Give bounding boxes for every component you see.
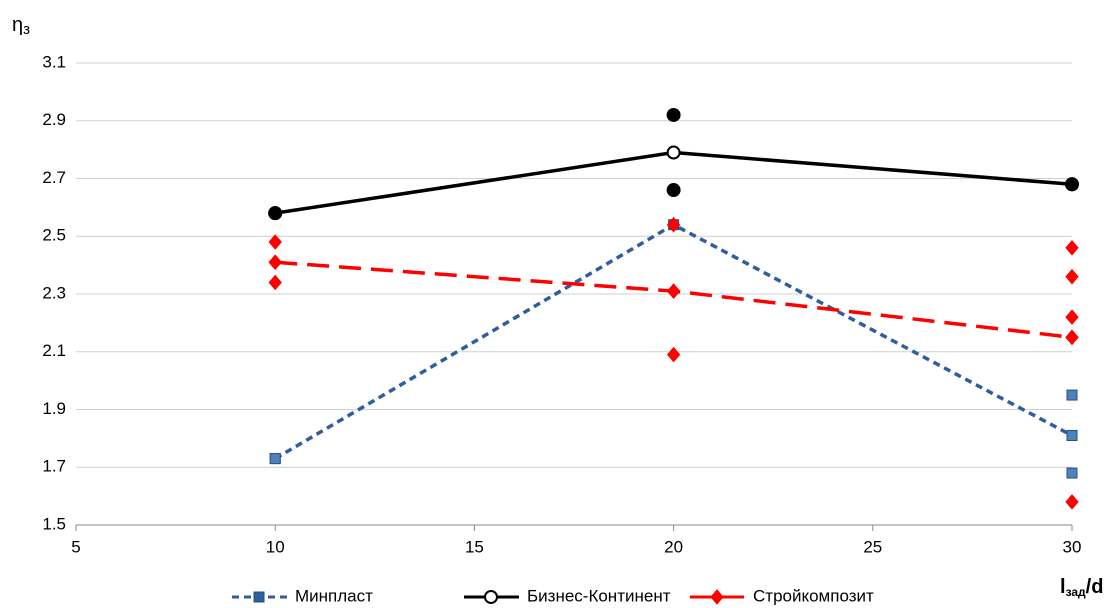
x-tick-label: 10 [266,537,285,556]
x-label-sub: зад [1066,585,1086,599]
data-point [1065,309,1079,325]
legend-label: Стройкомпозит [753,586,874,605]
y-tick-label: 2.1 [42,341,66,360]
x-axis-label: lзад/d [1060,576,1103,599]
data-point [1065,329,1079,346]
legend-marker [710,589,724,605]
data-point [268,234,282,250]
data-point [666,107,681,122]
legend-marker [484,590,498,604]
data-point [1065,177,1079,192]
data-point [666,346,681,363]
x-tick-label: 5 [71,537,80,556]
series-line [274,222,1073,461]
data-point [1066,429,1078,441]
series-line [274,150,1073,215]
data-point [1066,467,1078,479]
mean-marker [666,145,681,160]
legend-marker [253,591,265,603]
y-tick-label: 1.9 [42,399,66,418]
series-line [275,260,1073,340]
x-label-main: l [1060,576,1066,598]
y-tick-label: 1.5 [42,514,66,533]
x-tick-label: 15 [465,537,484,556]
y-tick-label: 2.5 [42,226,66,245]
data-point [269,453,281,465]
y-tick-label: 3.1 [42,52,66,71]
y-label-sub: з [23,21,30,38]
data-point [268,254,282,271]
x-tick-label: 20 [664,537,683,556]
data-point [268,206,283,221]
legend-label: Бизнес-Континент [527,586,671,605]
y-tick-label: 2.3 [42,283,66,302]
data-point [666,283,681,299]
data-point [666,183,681,198]
x-label-suffix: /d [1086,576,1104,598]
y-axis-label: ηз [12,14,30,38]
data-point [1065,494,1079,510]
data-point [666,216,681,233]
y-tick-label: 2.9 [42,110,66,129]
y-tick-label: 1.7 [42,457,66,476]
data-point [1066,389,1078,401]
x-tick-label: 30 [1063,537,1082,556]
y-tick-label: 2.7 [42,168,66,187]
legend-label: Минпласт [295,586,373,605]
data-point [268,274,282,291]
data-point [1065,268,1079,285]
x-tick-label: 25 [863,537,882,556]
y-label-main: η [12,14,23,36]
data-point [1065,240,1079,256]
